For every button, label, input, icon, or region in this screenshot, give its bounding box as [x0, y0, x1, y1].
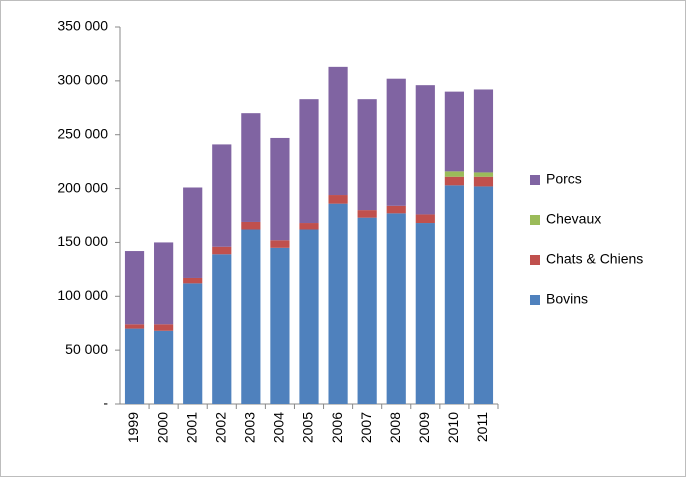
bar-segment [212, 254, 232, 404]
x-tick-label: 2003 [242, 412, 258, 443]
y-tick-label: 100 000 [57, 287, 108, 303]
bar-segment [270, 247, 290, 404]
legend-swatch [530, 175, 540, 185]
bar-segment [299, 229, 319, 404]
x-tick-label: 1999 [125, 412, 141, 443]
bar-segment [444, 185, 464, 404]
bar-segment [154, 330, 174, 404]
bar-segment [124, 324, 145, 329]
x-tick-label: 2005 [300, 412, 316, 443]
bar-segment [212, 144, 232, 247]
bar-segment [299, 99, 319, 224]
bar-segment [473, 176, 494, 187]
bar-segment [328, 203, 348, 404]
bar-segment [473, 89, 494, 173]
bar-segment [386, 205, 406, 214]
x-tick-label: 2011 [474, 412, 490, 442]
bar-segment [444, 176, 464, 186]
bar-segment [357, 210, 377, 218]
bar-segment [241, 113, 261, 222]
bar-segment [212, 246, 232, 255]
x-tick-label: 2001 [183, 412, 199, 443]
bar-segment [415, 85, 435, 215]
legend-label: Bovins [546, 291, 588, 307]
bar-segment [415, 214, 435, 224]
bar-segment [444, 171, 464, 177]
bar-segment [124, 251, 145, 325]
legend-label: Chats & Chiens [546, 251, 643, 267]
legend-label: Chevaux [546, 211, 601, 227]
legend-swatch [530, 215, 540, 225]
y-tick-label: 150 000 [57, 233, 108, 249]
y-tick-label: - [103, 395, 108, 411]
bar-segment [124, 328, 145, 404]
bar-segment [183, 187, 203, 278]
bar-segment [241, 221, 261, 230]
y-tick-label: 350 000 [57, 18, 108, 34]
x-tick-label: 2000 [154, 412, 170, 443]
bar-segment [299, 223, 319, 230]
x-tick-label: 2008 [387, 412, 403, 443]
y-tick-label: 50 000 [65, 341, 108, 357]
bar-segment [270, 240, 290, 248]
bar-segment [415, 223, 435, 404]
bar-segment [154, 324, 174, 331]
bar-segment [183, 283, 203, 404]
legend-label: Porcs [546, 171, 582, 187]
x-tick-label: 2004 [271, 412, 287, 443]
x-tick-label: 2009 [416, 412, 432, 443]
bar-segment [473, 172, 494, 177]
bar-segment [270, 137, 290, 241]
bar-segment [183, 277, 203, 284]
bar-segment [386, 213, 406, 404]
bar-segment [241, 229, 261, 404]
x-tick-label: 2006 [329, 412, 345, 443]
bar-segment [473, 186, 494, 404]
bar-segment [328, 195, 348, 204]
y-tick-label: 250 000 [57, 125, 108, 141]
bar-segment [154, 242, 174, 325]
x-tick-label: 2002 [212, 412, 228, 443]
bar-segment [357, 217, 377, 404]
bar-segment [444, 91, 464, 172]
y-tick-label: 200 000 [57, 179, 108, 195]
y-tick-label: 300 000 [57, 72, 108, 88]
bar-segment [357, 99, 377, 211]
x-tick-label: 2007 [358, 412, 374, 443]
bar-segment [386, 78, 406, 206]
legend-swatch [530, 295, 540, 305]
x-tick-label: 2010 [445, 412, 461, 443]
legend-swatch [530, 255, 540, 265]
bar-segment [328, 66, 348, 196]
